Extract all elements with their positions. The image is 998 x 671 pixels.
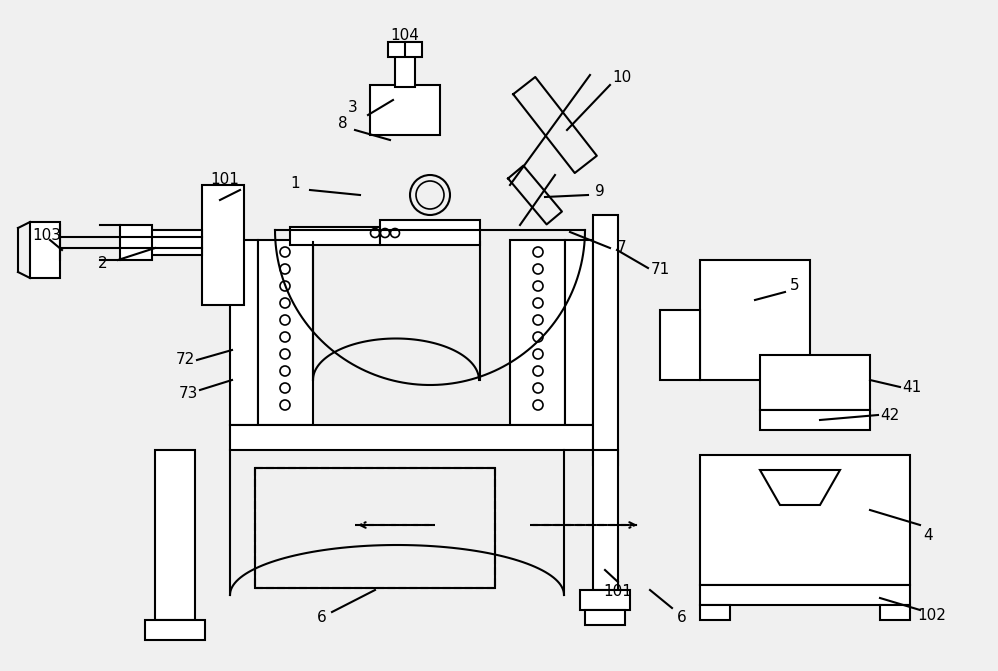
Bar (585, 610, 625, 625)
Bar (700, 455, 910, 585)
Bar (202, 185, 244, 305)
Text: 6: 6 (677, 611, 687, 625)
Text: 41: 41 (902, 380, 921, 395)
Bar (700, 585, 910, 605)
Text: 6: 6 (317, 611, 327, 625)
Text: 101: 101 (211, 172, 240, 187)
Bar (290, 227, 380, 245)
Bar (760, 355, 870, 410)
Text: 103: 103 (33, 227, 62, 242)
Bar (380, 220, 480, 245)
Text: 3: 3 (348, 101, 358, 115)
Bar (760, 410, 870, 430)
Bar (230, 240, 258, 425)
Bar (150, 230, 202, 255)
Bar (510, 240, 565, 425)
Text: 42: 42 (880, 407, 899, 423)
Text: 101: 101 (604, 584, 633, 599)
Bar (593, 215, 618, 465)
Bar (230, 425, 593, 450)
Text: 102: 102 (917, 607, 946, 623)
Text: 8: 8 (338, 115, 348, 130)
Text: 2: 2 (98, 256, 108, 270)
Bar (565, 240, 593, 425)
Bar (370, 85, 440, 135)
Bar (255, 468, 495, 588)
Bar (580, 590, 630, 610)
Text: 71: 71 (651, 262, 670, 278)
Text: 72: 72 (176, 352, 195, 368)
Text: 9: 9 (595, 185, 605, 199)
Bar (700, 260, 810, 380)
Text: 1: 1 (290, 176, 299, 191)
Bar (155, 450, 195, 620)
Text: 73: 73 (179, 386, 198, 401)
Text: 10: 10 (613, 70, 632, 85)
Bar (660, 310, 700, 380)
Text: 5: 5 (790, 278, 799, 293)
Bar (593, 450, 618, 590)
Bar (700, 605, 730, 620)
Bar (880, 605, 910, 620)
Bar (388, 42, 422, 57)
Text: 4: 4 (923, 527, 933, 542)
Bar (395, 55, 415, 87)
Bar (145, 620, 205, 640)
Bar (258, 240, 313, 425)
Bar (120, 225, 152, 260)
Text: 7: 7 (617, 240, 627, 256)
Polygon shape (760, 470, 840, 505)
Bar (30, 222, 60, 278)
Text: 104: 104 (390, 28, 419, 42)
